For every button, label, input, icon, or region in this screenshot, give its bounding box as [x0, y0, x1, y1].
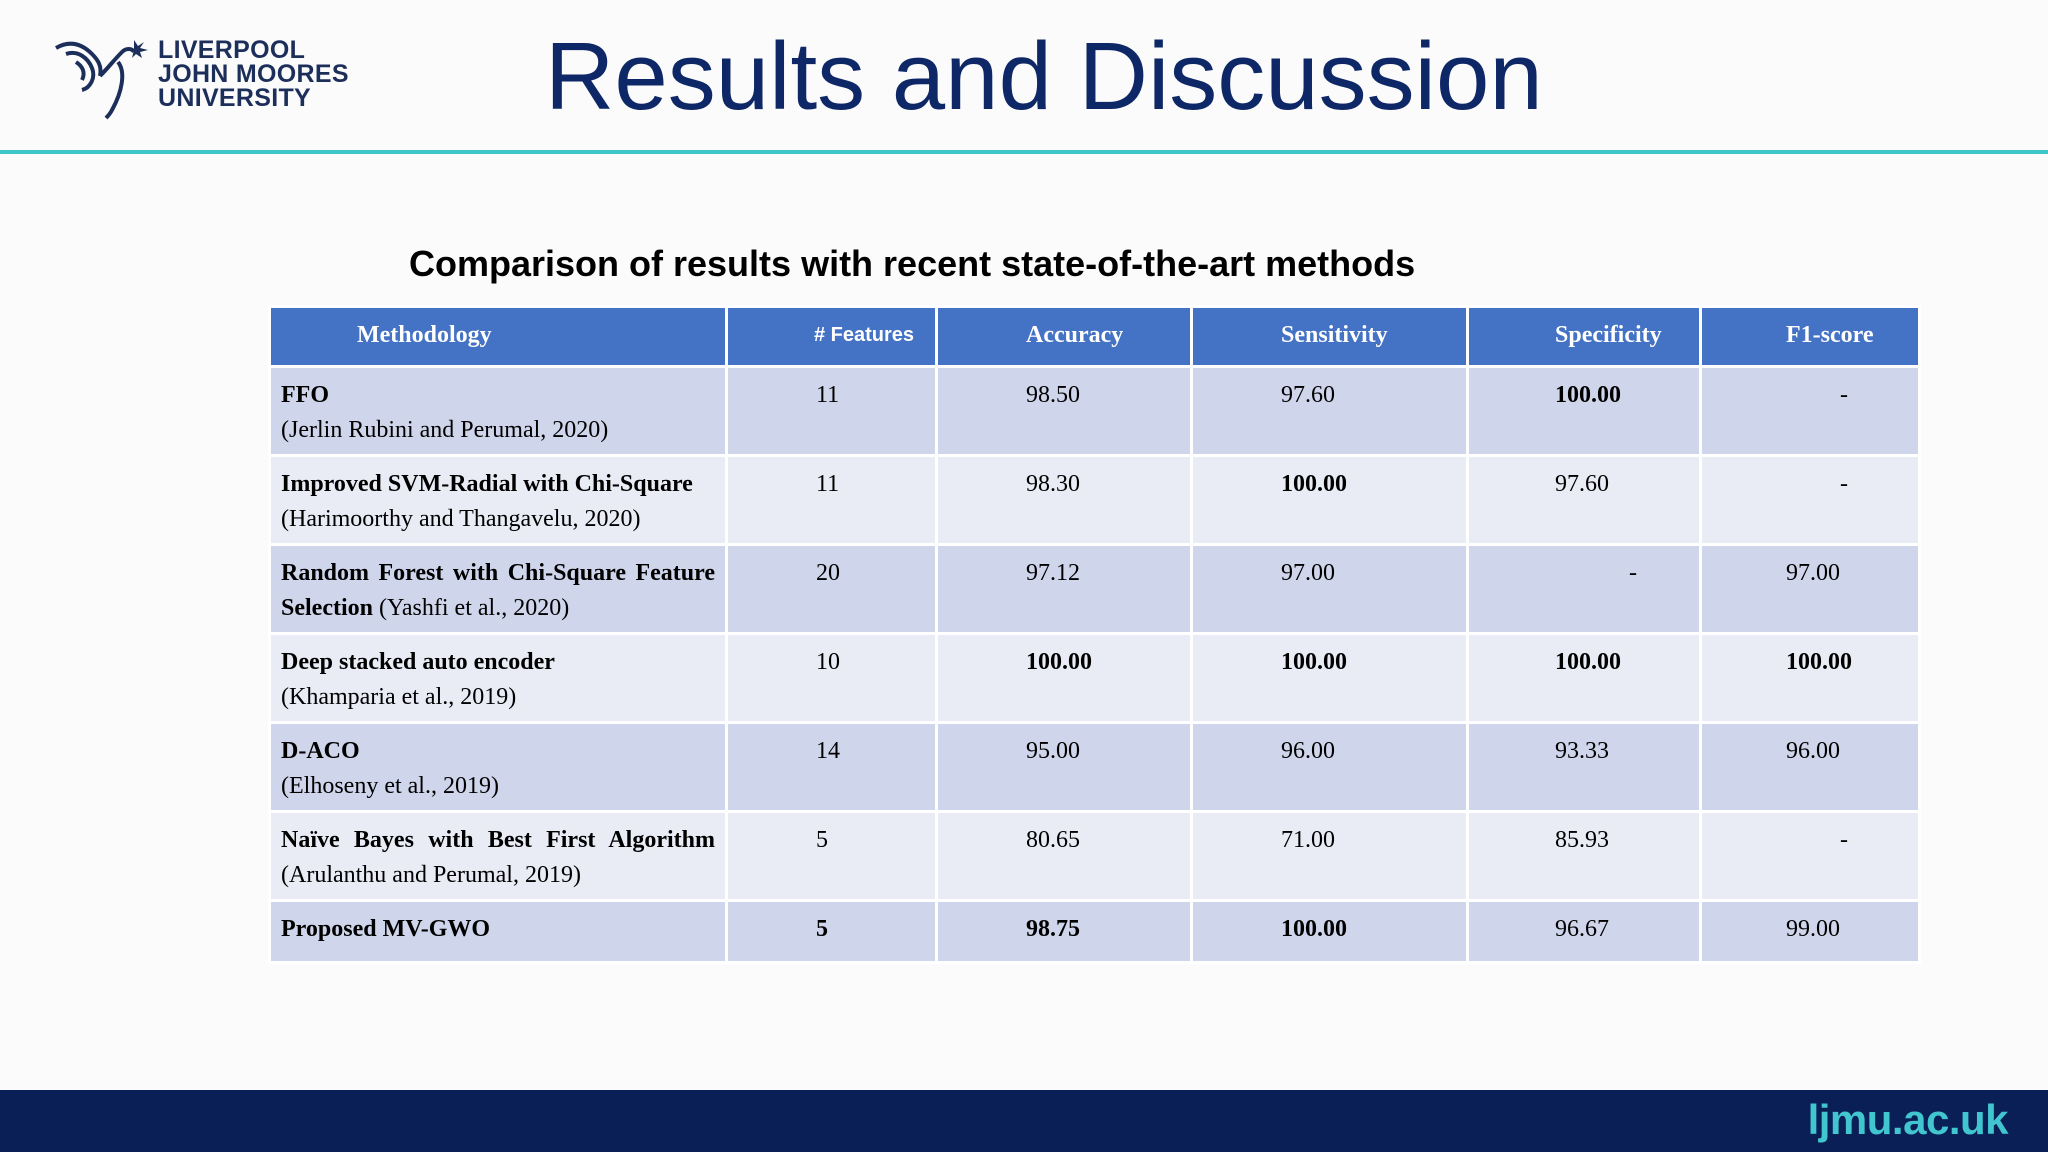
table-row: Random Forest with Chi-Square Feature Se…	[268, 543, 1921, 635]
specificity-cell: 97.60	[1466, 454, 1702, 546]
column-header-features: # Features	[725, 305, 938, 368]
accuracy-cell: 95.00	[935, 721, 1193, 813]
features-cell: 14	[725, 721, 938, 813]
table-row: Proposed MV-GWO 5 98.75 100.00 96.67 99.…	[268, 899, 1921, 964]
column-header-sensitivity: Sensitivity	[1190, 305, 1469, 368]
accuracy-cell: 100.00	[935, 632, 1193, 724]
methodology-cell: D-ACO (Elhoseny et al., 2019)	[268, 721, 728, 813]
column-header-methodology: Methodology	[268, 305, 728, 368]
accuracy-cell: 98.75	[935, 899, 1193, 964]
specificity-cell: 85.93	[1466, 810, 1702, 902]
f1-score-cell: 99.00	[1699, 899, 1921, 964]
table-row: Improved SVM-Radial with Chi-Square (Hari…	[268, 454, 1921, 546]
f1-score-cell: 100.00	[1699, 632, 1921, 724]
methodology-cell: Improved SVM-Radial with Chi-Square (Hari…	[268, 454, 728, 546]
method-name: D-ACO	[281, 738, 360, 764]
methodology-cell: Random Forest with Chi-Square Feature Se…	[268, 543, 728, 635]
f1-score-value: -	[1840, 471, 1848, 497]
accuracy-cell: 97.12	[935, 543, 1193, 635]
features-cell: 5	[725, 810, 938, 902]
sensitivity-cell: 97.60	[1190, 365, 1469, 457]
f1-score-cell: 96.00	[1699, 721, 1921, 813]
features-cell: 5	[725, 899, 938, 964]
comparison-table: Methodology # Features Accuracy Sensitiv…	[268, 305, 1921, 964]
f1-score-cell: -	[1699, 810, 1921, 902]
f1-score-cell: -	[1699, 365, 1921, 457]
table-header-row: Methodology # Features Accuracy Sensitiv…	[268, 305, 1921, 368]
specificity-cell: 100.00	[1466, 365, 1702, 457]
table-row: D-ACO (Elhoseny et al., 2019) 14 95.00 96…	[268, 721, 1921, 813]
table-title: Comparison of results with recent state-…	[409, 243, 1416, 284]
university-logo: LIVERPOOL JOHN MOORES UNIVERSITY	[52, 32, 352, 122]
footer-url: ljmu.ac.uk	[1807, 1096, 2009, 1143]
specificity-cell: 93.33	[1466, 721, 1702, 813]
method-name: FFO	[281, 382, 329, 408]
logo-line-3: UNIVERSITY	[158, 84, 312, 112]
f1-score-cell: 97.00	[1699, 543, 1921, 635]
column-header-accuracy: Accuracy	[935, 305, 1193, 368]
sensitivity-cell: 100.00	[1190, 632, 1469, 724]
features-cell: 11	[725, 365, 938, 457]
specificity-cell: 96.67	[1466, 899, 1702, 964]
slide-title: Results and Discussion	[545, 23, 1543, 130]
sensitivity-cell: 100.00	[1190, 454, 1469, 546]
accuracy-cell: 98.30	[935, 454, 1193, 546]
method-citation: (Jerlin Rubini and Perumal, 2020)	[281, 417, 609, 443]
table-row: FFO (Jerlin Rubini and Perumal, 2020) 11 …	[268, 365, 1921, 457]
sensitivity-cell: 100.00	[1190, 899, 1469, 964]
column-header-f1-score: F1-score	[1699, 305, 1921, 368]
method-name: Random Forest with Chi-Square Feature Se…	[281, 560, 715, 621]
logo-wordmark: LIVERPOOL JOHN MOORES UNIVERSITY	[158, 36, 349, 112]
f1-score-value: -	[1840, 827, 1848, 853]
methodology-cell: Naïve Bayes with Best First Algorithm (A…	[268, 810, 728, 902]
sensitivity-cell: 71.00	[1190, 810, 1469, 902]
accuracy-cell: 80.65	[935, 810, 1193, 902]
method-citation: (Arulanthu and Perumal, 2019)	[281, 862, 581, 888]
specificity-cell: 100.00	[1466, 632, 1702, 724]
liver-bird-icon	[55, 40, 148, 120]
method-name: Naïve Bayes with Best First Algorithm	[281, 827, 715, 853]
method-name: Improved SVM-Radial with Chi-Square	[281, 471, 693, 497]
logo-line-2: JOHN MOORES	[158, 60, 349, 88]
sensitivity-cell: 97.00	[1190, 543, 1469, 635]
specificity-cell: -	[1466, 543, 1702, 635]
f1-score-cell: -	[1699, 454, 1921, 546]
methodology-cell: Deep stacked auto encoder (Khamparia et a…	[268, 632, 728, 724]
table-row: Naïve Bayes with Best First Algorithm (A…	[268, 810, 1921, 902]
features-cell: 20	[725, 543, 938, 635]
f1-score-value: -	[1840, 382, 1848, 408]
method-citation: (Elhoseny et al., 2019)	[281, 773, 499, 799]
header-divider	[0, 150, 2048, 154]
features-cell: 10	[725, 632, 938, 724]
method-name: Proposed MV-GWO	[281, 916, 491, 942]
methodology-cell: Proposed MV-GWO	[268, 899, 728, 964]
table-row: Deep stacked auto encoder (Khamparia et a…	[268, 632, 1921, 724]
method-citation: (Khamparia et al., 2019)	[281, 684, 517, 710]
features-cell: 11	[725, 454, 938, 546]
logo-line-1: LIVERPOOL	[158, 36, 306, 64]
accuracy-cell: 98.50	[935, 365, 1193, 457]
footer-bar: ljmu.ac.uk	[0, 1090, 2048, 1152]
sensitivity-cell: 96.00	[1190, 721, 1469, 813]
column-header-specificity: Specificity	[1466, 305, 1702, 368]
specificity-value: -	[1629, 560, 1637, 586]
method-name: Deep stacked auto encoder	[281, 649, 555, 675]
methodology-cell: FFO (Jerlin Rubini and Perumal, 2020)	[268, 365, 728, 457]
method-citation: (Yashfi et al., 2020)	[378, 595, 570, 621]
method-citation: (Harimoorthy and Thangavelu, 2020)	[281, 506, 641, 532]
